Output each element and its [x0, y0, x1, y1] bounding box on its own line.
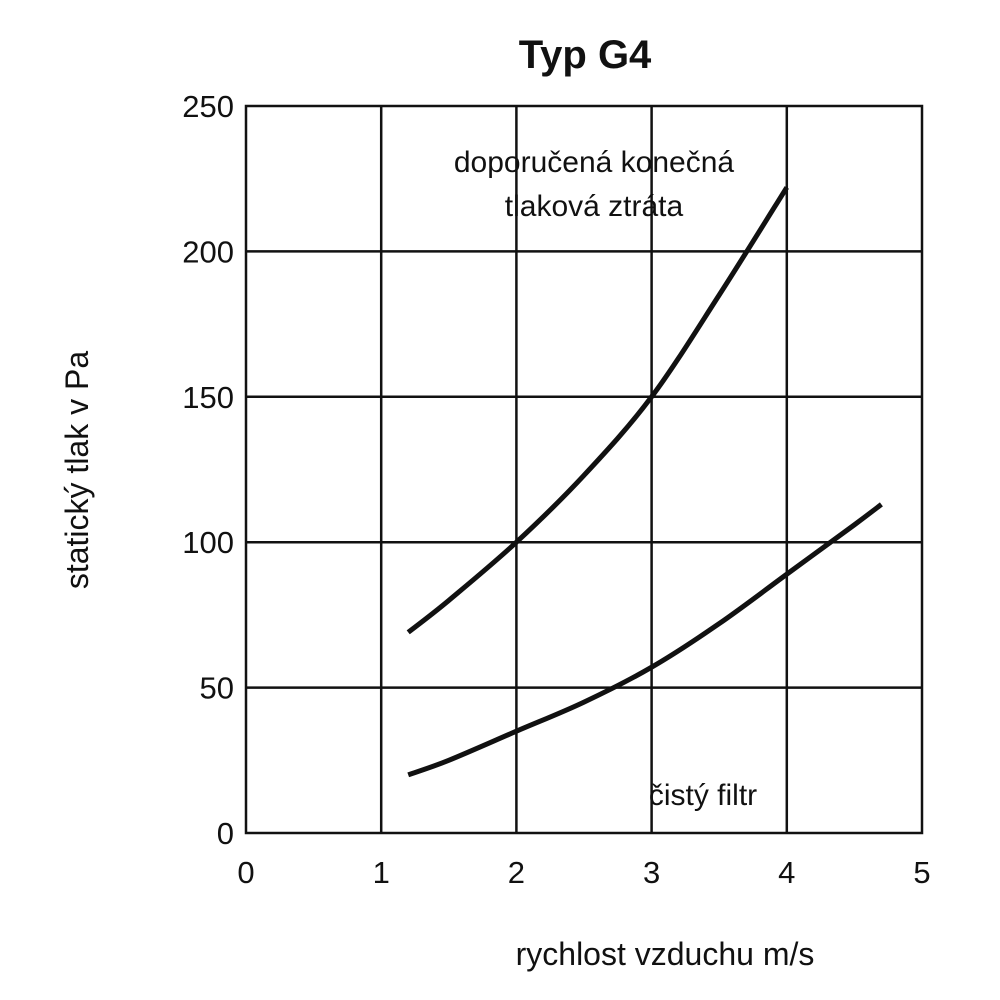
series-lines — [406, 186, 883, 778]
x-tick-labels: 0 1 2 3 4 5 — [237, 855, 930, 890]
x-tick-label-0: 0 — [237, 855, 254, 890]
annotation-clean-filter: čistý filtr — [649, 779, 757, 812]
x-tick-label-5: 5 — [913, 855, 930, 890]
grid — [244, 104, 924, 835]
y-tick-label-0: 0 — [217, 816, 234, 851]
x-axis-label: rychlost vzduchu m/s — [516, 936, 815, 972]
plot-frame — [244, 104, 924, 835]
y-tick-label-5: 250 — [182, 89, 234, 124]
y-tick-label-3: 150 — [182, 380, 234, 415]
y-tick-label-2: 100 — [182, 525, 234, 560]
y-tick-labels: 0 50 100 150 200 250 — [182, 89, 234, 851]
annotation-recommended-line-2: tlaková ztráta — [505, 190, 684, 223]
x-tick-label-2: 2 — [508, 855, 525, 890]
x-tick-label-3: 3 — [643, 855, 660, 890]
series-line-0 — [406, 186, 789, 635]
y-tick-label-4: 200 — [182, 234, 234, 269]
y-tick-label-1: 50 — [200, 671, 234, 706]
series-line-1 — [407, 502, 883, 778]
chart-title: Typ G4 — [519, 33, 652, 77]
x-tick-label-4: 4 — [778, 855, 795, 890]
annotation-recommended-line-1: doporučená konečná — [454, 146, 735, 179]
y-axis-label: statický tlak v Pa — [59, 351, 95, 590]
x-tick-label-1: 1 — [373, 855, 390, 890]
